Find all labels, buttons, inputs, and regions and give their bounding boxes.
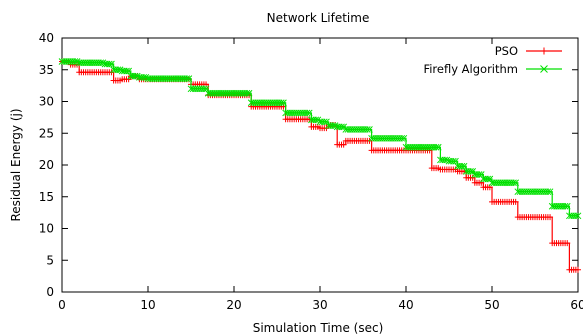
- y-tick-label: 25: [39, 126, 54, 140]
- x-tick-label: 40: [398, 298, 413, 312]
- data-point: [510, 179, 517, 187]
- x-tick-label: 60: [570, 298, 583, 312]
- data-point: [544, 188, 552, 196]
- legend-label-firefly: Firefly Algorithm: [423, 62, 518, 76]
- data-point: [441, 156, 449, 164]
- data-point: [363, 126, 371, 133]
- series-line-pso: [62, 60, 578, 271]
- x-tick-label: 0: [58, 298, 66, 312]
- data-point: [452, 157, 459, 165]
- data-point: [125, 76, 132, 83]
- data-point: [114, 66, 122, 74]
- data-point: [71, 58, 79, 65]
- data-point: [572, 212, 580, 220]
- data-point: [183, 75, 191, 82]
- data-point: [97, 59, 105, 67]
- data-point: [245, 89, 253, 97]
- data-point: [105, 60, 113, 68]
- data-point: [312, 116, 320, 124]
- x-tick-label: 10: [140, 298, 155, 312]
- data-point: [564, 240, 571, 247]
- data-point: [512, 198, 519, 205]
- data-point: [185, 75, 193, 82]
- data-point: [469, 174, 476, 181]
- data-point: [305, 109, 313, 117]
- x-axis-label: Simulation Time (sec): [253, 321, 384, 335]
- data-point: [131, 72, 139, 80]
- data-point: [458, 162, 466, 170]
- data-point: [561, 202, 569, 210]
- data-point: [449, 157, 457, 165]
- data-point: [512, 179, 520, 187]
- legend-marker-pso: [540, 47, 548, 55]
- data-point: [432, 143, 440, 151]
- series-layer: [58, 58, 582, 273]
- y-tick-label: 15: [39, 190, 54, 204]
- data-point: [123, 67, 130, 75]
- data-point: [563, 202, 571, 210]
- data-point: [434, 143, 442, 151]
- y-tick-label: 10: [39, 222, 54, 236]
- data-point: [469, 167, 477, 175]
- data-point: [243, 89, 251, 97]
- y-tick-label: 20: [39, 158, 54, 172]
- data-point: [575, 266, 581, 273]
- data-point: [467, 167, 474, 175]
- legend-label-pso: PSO: [495, 44, 518, 58]
- legend-marker-firefly: [540, 65, 548, 73]
- data-point: [108, 60, 115, 68]
- series-line-firefly: [62, 60, 578, 217]
- data-point: [303, 109, 311, 117]
- axis-ticks: 0 10 20 30 40 50 60 0 5 10 15 20 25 30 35 40: [39, 31, 583, 312]
- y-axis-label: Residual Energy (j): [9, 108, 23, 221]
- data-point: [426, 147, 433, 154]
- data-point: [547, 214, 554, 221]
- data-point: [460, 162, 468, 170]
- x-tick-label: 30: [312, 298, 327, 312]
- series-firefly: [58, 58, 582, 220]
- data-point: [277, 99, 285, 107]
- x-tick-label: 20: [226, 298, 241, 312]
- data-point: [340, 141, 347, 148]
- data-point: [398, 134, 406, 142]
- chart-title: Network Lifetime: [267, 11, 370, 25]
- data-point: [366, 126, 373, 133]
- legend: PSO Firefly Algorithm: [423, 44, 562, 76]
- data-point: [140, 74, 148, 81]
- data-point: [338, 123, 345, 131]
- data-point: [280, 99, 287, 107]
- x-tick-label: 50: [484, 298, 499, 312]
- y-tick-label: 0: [46, 285, 54, 299]
- data-point: [574, 212, 582, 220]
- data-point: [400, 134, 408, 142]
- y-tick-label: 40: [39, 31, 54, 45]
- y-tick-label: 5: [46, 253, 54, 267]
- data-point: [329, 122, 337, 129]
- series-pso: [59, 58, 581, 273]
- data-point: [546, 188, 554, 196]
- y-tick-label: 35: [39, 63, 54, 77]
- y-tick-label: 30: [39, 95, 54, 109]
- data-point: [125, 67, 133, 75]
